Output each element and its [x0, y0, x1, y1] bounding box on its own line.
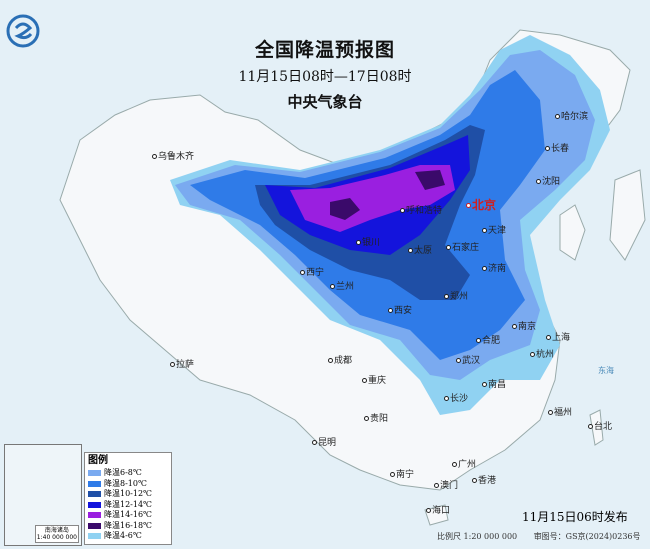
legend-item: 降温4-6℃	[88, 531, 168, 542]
city-label: 西宁	[300, 268, 324, 279]
legend-swatch	[88, 480, 101, 487]
city-label: 澳门	[434, 481, 458, 492]
south-china-sea-inset: 南海诸岛 1:40 000 000	[4, 444, 82, 546]
city-label: 台北	[588, 422, 612, 433]
issue-time: 11月15日06时发布	[522, 510, 628, 524]
cooling-zone-16-18	[330, 170, 445, 220]
legend-swatch	[88, 501, 101, 508]
city-label: 拉萨	[170, 360, 194, 371]
cma-logo	[6, 14, 40, 48]
city-label: 长春	[545, 144, 569, 155]
city-label: 香港	[472, 476, 496, 487]
city-label: 南京	[512, 322, 536, 333]
city-label: 海口	[426, 506, 450, 517]
city-label: 广州	[452, 460, 476, 471]
city-label: 合肥	[476, 336, 500, 347]
inset-caption-title: 南海诸岛	[44, 527, 69, 534]
city-label: 沈阳	[536, 177, 560, 188]
city-label: 呼和浩特	[400, 206, 442, 217]
legend-item: 降温14-16℃	[88, 510, 168, 521]
legend-swatch	[88, 491, 101, 498]
city-label: 太原	[408, 246, 432, 257]
inset-caption: 南海诸岛 1:40 000 000	[34, 525, 79, 543]
forecast-period: 11月15日08时—17日08时	[238, 69, 412, 85]
city-label: 贵阳	[364, 414, 388, 425]
city-label: 长沙	[444, 394, 468, 405]
city-label: 重庆	[362, 376, 386, 387]
legend: 图例 降温6-8℃ 降温8-10℃ 降温10-12℃ 降温12-14℃ 降温14-16℃…	[84, 452, 172, 545]
korea-japan	[559, 169, 646, 261]
legend-item: 降温12-14℃	[88, 500, 168, 511]
city-label: 武汉	[456, 356, 480, 367]
legend-swatch	[88, 522, 101, 529]
city-label: 乌鲁木齐	[152, 152, 194, 163]
city-label: 福州	[548, 408, 572, 419]
legend-label: 降温16-18℃	[104, 520, 153, 530]
legend-label: 降温6-8℃	[104, 468, 142, 478]
city-label: 上海	[546, 333, 570, 344]
legend-swatch	[88, 512, 101, 519]
legend-label: 降温4-6℃	[104, 531, 142, 541]
city-label: 郑州	[444, 292, 468, 303]
city-label: 兰州	[330, 282, 354, 293]
scale-text: 比例尺 1:20 000 000	[437, 532, 518, 541]
legend-item: 降温16-18℃	[88, 521, 168, 532]
legend-label: 降温14-16℃	[104, 510, 153, 520]
legend-swatch	[88, 470, 101, 477]
review-number: 审图号：GS京(2024)0236号	[533, 532, 641, 541]
legend-item: 降温8-10℃	[88, 479, 168, 490]
map-footer: 比例尺 1:20 000 000 审图号：GS京(2024)0236号	[437, 532, 650, 542]
city-label: 济南	[482, 264, 506, 275]
legend-title: 图例	[88, 455, 108, 466]
legend-swatch	[88, 533, 101, 540]
city-label: 南宁	[390, 470, 414, 481]
city-label: 天津	[482, 226, 506, 237]
issuer: 中央气象台	[287, 93, 363, 111]
city-label: 北京	[466, 198, 496, 212]
city-label: 石家庄	[446, 243, 479, 254]
city-label: 杭州	[530, 350, 554, 361]
city-label: 西安	[388, 306, 412, 317]
map-title: 全国降温预报图	[254, 39, 395, 61]
legend-item: 降温10-12℃	[88, 489, 168, 500]
legend-label: 降温8-10℃	[104, 478, 147, 488]
legend-label: 降温12-14℃	[104, 499, 153, 509]
city-label: 哈尔滨	[555, 112, 588, 123]
city-label: 成都	[328, 356, 352, 367]
city-label: 南昌	[482, 380, 506, 391]
legend-item: 降温6-8℃	[88, 468, 168, 479]
legend-label: 降温10-12℃	[104, 489, 153, 499]
inset-scale: 1:40 000 000	[36, 534, 77, 541]
city-label: 昆明	[312, 438, 336, 449]
sea-label-east-sea: 东海	[598, 366, 614, 375]
city-label: 银川	[356, 238, 380, 249]
